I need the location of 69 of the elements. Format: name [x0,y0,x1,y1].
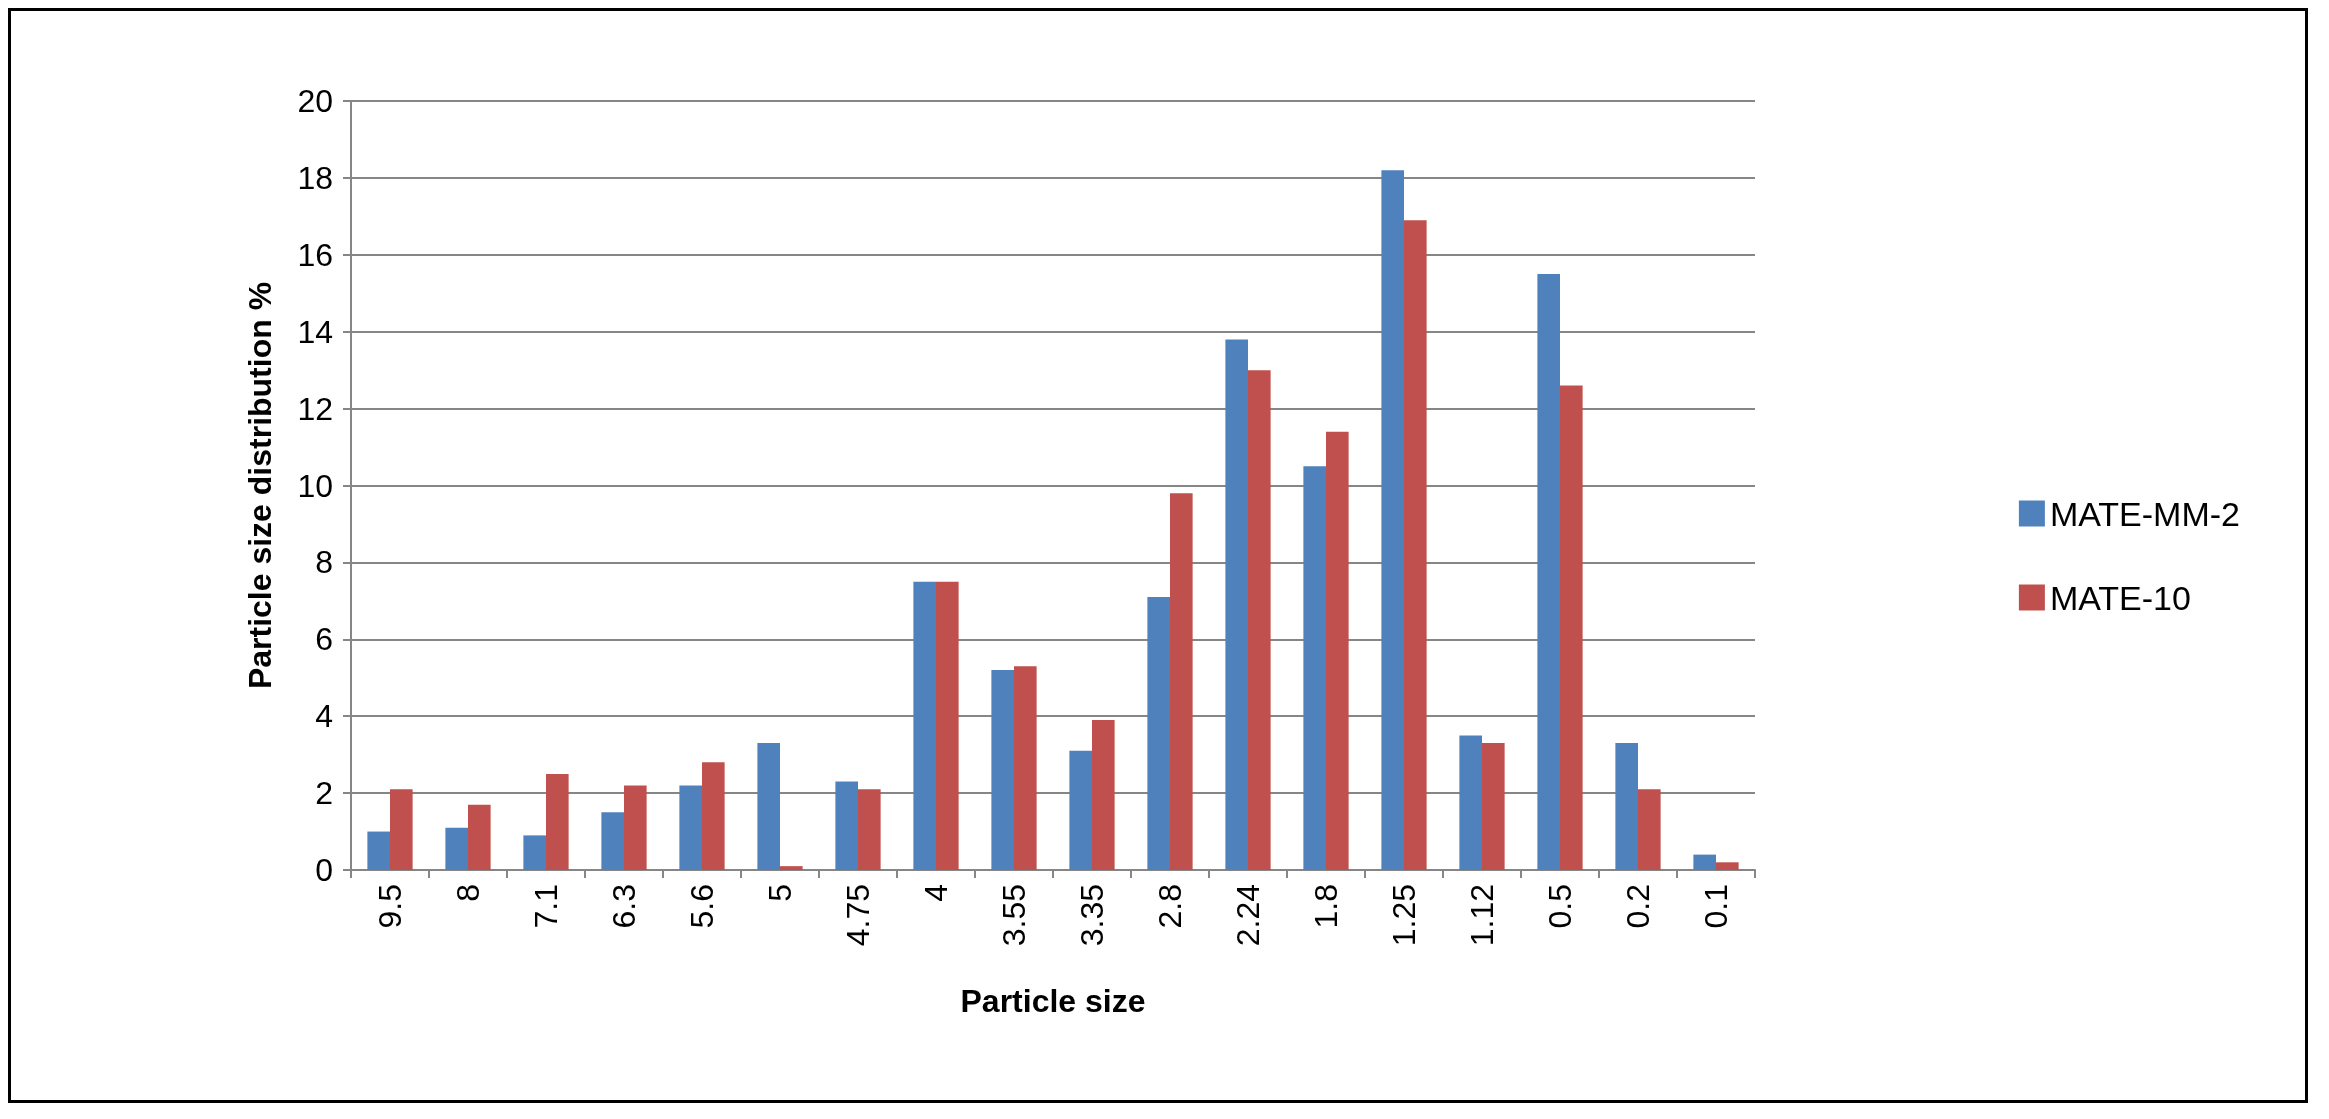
y-tick-label: 12 [297,390,333,427]
x-axis-title: Particle size [960,983,1146,1019]
x-tick-label: 8 [450,884,486,902]
x-tick-label: 3.35 [1074,884,1110,947]
x-tick-label: 1.8 [1308,884,1344,929]
bar [523,835,546,870]
bar [1638,789,1661,870]
bar [624,785,647,870]
x-tick-label: 0.1 [1698,884,1734,929]
y-tick-label: 0 [315,852,333,888]
legend-label: MATE-10 [2049,578,2191,617]
x-tick-label: 7.1 [528,884,564,929]
x-tick-label: 0.5 [1542,884,1578,929]
bar [1225,339,1248,870]
bar [1326,431,1349,870]
bar [390,789,413,870]
bar [835,781,858,870]
bar [679,785,702,870]
bar [913,581,936,870]
bar [936,581,959,870]
bar [1716,862,1739,870]
bar [757,743,780,870]
x-tick-label: 5 [762,884,798,902]
legend-label: MATE-MM-2 [2049,494,2240,533]
y-tick-label: 4 [315,698,333,735]
x-tick-label: 2.24 [1230,884,1266,947]
bar [468,804,491,870]
bar [858,789,881,870]
y-tick-label: 20 [297,83,333,119]
bar [1303,466,1326,870]
x-tick-label: 4 [918,884,954,902]
bar [1092,720,1115,870]
bar [546,773,569,870]
bar [601,812,624,870]
x-tick-label: 3.55 [996,884,1032,947]
y-tick-label: 2 [315,775,333,812]
bar [1482,743,1505,870]
bar [1147,597,1170,870]
y-tick-label: 10 [297,467,333,504]
y-tick-label: 8 [315,544,333,581]
y-tick-label: 14 [297,313,333,350]
y-tick-label: 16 [297,236,333,273]
x-tick-label: 1.25 [1386,884,1422,947]
x-tick-label: 1.12 [1464,884,1500,947]
y-tick-label: 18 [297,159,333,196]
x-tick-label: 5.6 [684,884,720,929]
bar [1248,370,1271,870]
bar [1615,743,1638,870]
bar [1537,274,1560,870]
bar [1381,170,1404,870]
bar [1069,750,1092,870]
bar [991,670,1014,870]
x-tick-label: 4.75 [840,884,876,947]
bar [1693,854,1716,870]
x-tick-label: 0.2 [1620,884,1656,929]
bar [780,866,803,870]
x-tick-label: 6.3 [606,884,642,929]
bar [367,831,390,870]
bar [1459,735,1482,870]
bar [1014,666,1037,870]
y-axis-title: Particle size distribution % [242,281,278,690]
bar [1560,385,1583,870]
bar [1170,493,1193,870]
bar [445,827,468,870]
bar [1404,220,1427,870]
x-tick-label: 9.5 [372,884,408,929]
y-tick-label: 6 [315,621,333,658]
bar [702,762,725,870]
x-tick-label: 2.8 [1152,884,1188,929]
